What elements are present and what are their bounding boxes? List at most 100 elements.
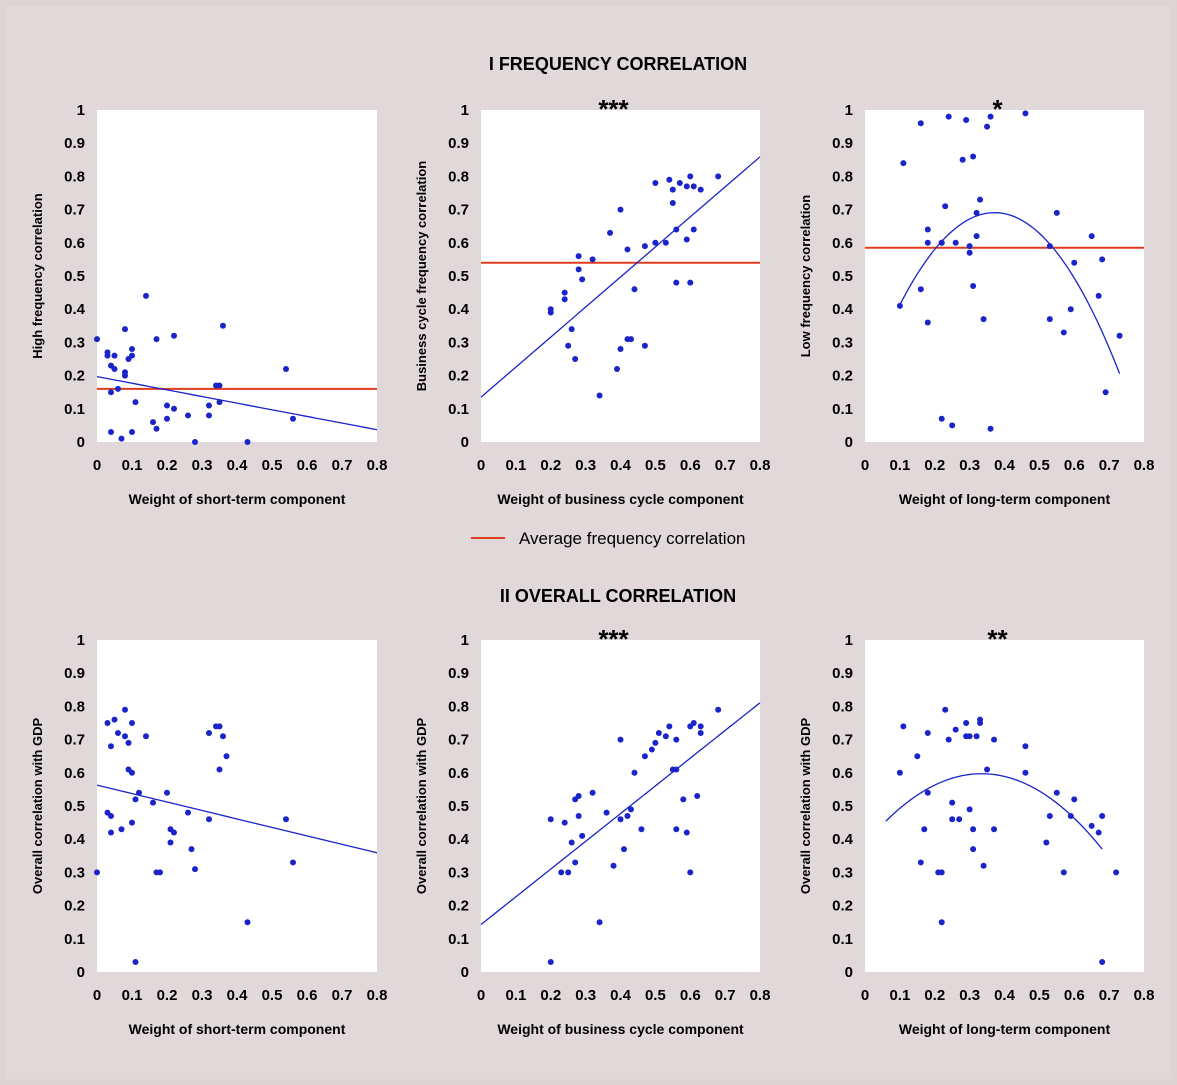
fit-line [480,156,761,398]
data-point [627,336,634,343]
x-tick-label: 0.2 [924,987,945,1004]
data-point [652,239,659,246]
data-point [192,866,198,873]
y-tick-label: 0.4 [64,301,86,318]
x-tick-label: 0.8 [367,457,388,474]
y-tick-label: 0.6 [64,235,85,252]
x-tick-label: 0.6 [1064,457,1085,474]
data-point [132,796,139,803]
scatter-chart-1: 0 0.1 0.2 0.3 0.4 0.5 0.6 0.7 0.8 0.9 1 0 0.1 0.2 0.3 0… [30,102,387,507]
data-point [132,399,139,406]
data-point [669,199,676,206]
x-tick-label: 0.5 [645,987,666,1004]
data-point [715,173,722,180]
y-tick-label: 0.3 [832,864,853,881]
data-point [652,180,659,187]
data-point [987,425,994,432]
data-point [673,279,680,286]
x-axis-label: Weight of short-term component [129,1021,346,1037]
data-point [118,435,125,442]
data-point [1060,869,1067,876]
data-point [1113,869,1120,876]
data-point [1060,329,1067,336]
x-axis-label: Weight of business cycle component [497,491,744,507]
y-tick-label: 0.3 [832,334,853,351]
y-tick-label: 0.8 [64,168,85,185]
data-point [938,919,945,926]
data-point [963,116,970,123]
data-point [963,720,970,726]
y-tick-label: 0.4 [448,831,470,848]
x-tick-label: 0.8 [367,987,388,1004]
data-point [125,739,132,746]
y-tick-label: 1 [77,632,85,649]
y-tick-label: 0.5 [832,798,853,815]
x-tick-label: 0.7 [332,457,353,474]
data-point [575,266,582,273]
data-point [565,869,572,876]
data-point [1102,389,1109,396]
y-axis-label: Overall correlation with GDP [798,718,813,895]
data-point [575,793,582,800]
data-point [617,206,624,213]
data-point [900,160,907,167]
y-tick-label: 0.6 [832,765,853,782]
data-point [1088,822,1095,829]
data-point [945,113,952,120]
x-tick-label: 0.1 [889,457,910,474]
data-point [575,812,582,819]
data-point [171,405,177,412]
data-point [111,365,118,372]
y-tick-label: 0.3 [64,864,85,881]
y-tick-label: 0.8 [832,168,853,185]
data-point [129,819,135,826]
x-tick-label: 0.6 [1064,987,1085,1004]
significance-stars: *** [598,94,629,124]
y-tick-label: 1 [845,102,853,119]
data-point [1116,332,1123,339]
data-point [216,382,223,389]
y-tick-label: 0.2 [832,898,853,915]
y-tick-label: 0.3 [448,864,469,881]
y-tick-label: 0.6 [448,765,469,782]
legend: Average frequency correlation [471,529,746,548]
scatter-chart-5: 0 0.1 0.2 0.3 0.4 0.5 0.6 0.7 0.8 0.9 1 0 0.1 0.2 0.3 0… [414,624,770,1037]
data-point [290,415,296,422]
y-tick-label: 0.1 [832,931,853,948]
data-point [683,236,690,243]
x-tick-label: 0.6 [297,987,318,1004]
y-tick-label: 0.4 [64,831,86,848]
data-point [111,352,118,359]
y-tick-label: 0.1 [64,401,85,418]
data-point [1095,829,1102,836]
section-title-overall: II OVERALL CORRELATION [500,586,736,606]
data-point [641,243,648,250]
y-tick-label: 0.2 [832,368,853,385]
x-tick-label: 0.7 [332,987,353,1004]
data-point [715,706,722,713]
charts: 0 0.1 0.2 0.3 0.4 0.5 0.6 0.7 0.8 0.9 1 0 0.1 0.2 0.3 0… [30,94,1154,1037]
x-tick-label: 0.2 [157,457,178,474]
data-point [949,816,956,823]
data-point [558,869,565,876]
data-point [917,286,924,293]
plot-area [97,640,377,972]
data-point [118,826,125,833]
data-point [627,806,634,813]
significance-stars: *** [598,624,629,654]
data-point [589,256,596,263]
data-point [1043,839,1050,846]
data-point [1022,769,1029,776]
data-point [980,316,987,323]
x-tick-label: 0.3 [192,457,213,474]
x-axis-label: Weight of business cycle component [497,1021,744,1037]
data-point [970,846,977,853]
data-point [666,176,673,183]
y-tick-label: 0.1 [64,931,85,948]
y-tick-label: 0.9 [832,135,853,152]
fit-line [96,784,378,854]
data-point [624,812,631,819]
data-point [977,196,984,203]
data-point [122,733,128,740]
y-tick-label: 0.3 [448,334,469,351]
